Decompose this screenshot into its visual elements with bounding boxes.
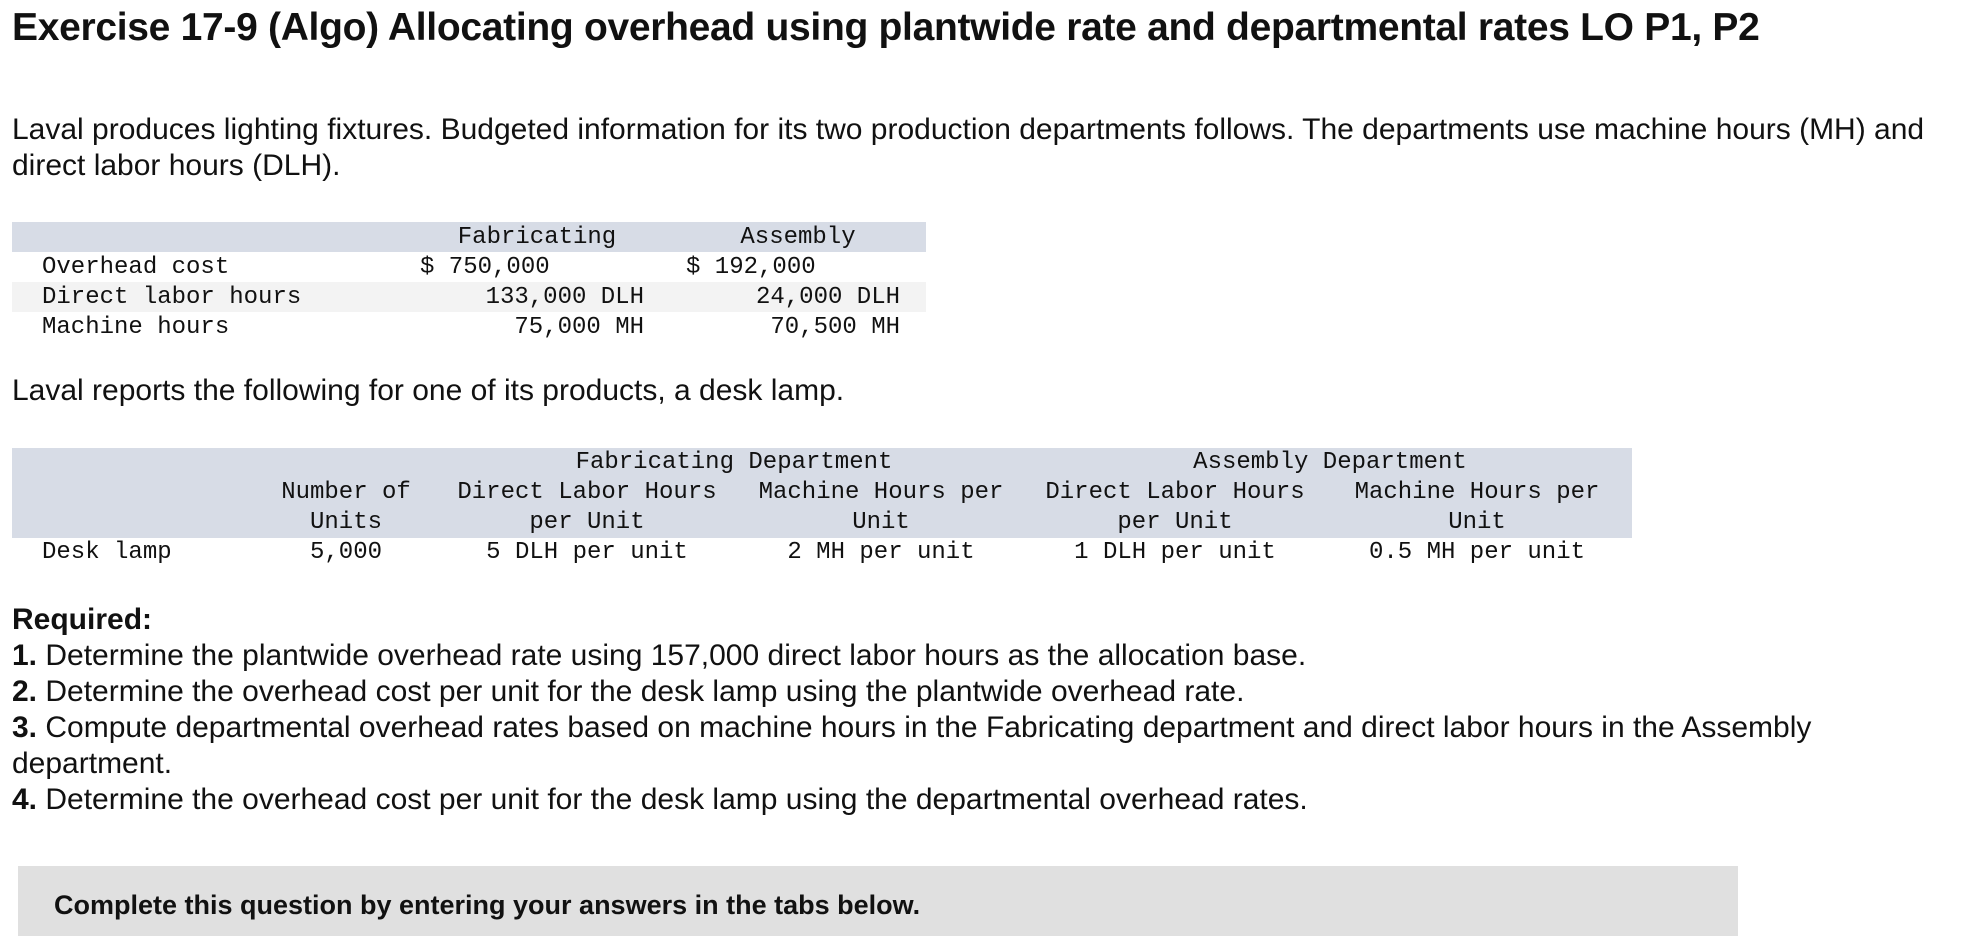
required-item-number: 4.	[12, 783, 38, 816]
header-asm-mh-1: Machine Hours per	[1322, 478, 1632, 508]
cell-asm-mh: 0.5 MH per unit	[1368, 539, 1586, 566]
required-item-text: Determine the overhead cost per unit for…	[45, 783, 1308, 816]
blank-cell	[12, 478, 252, 508]
header-asm-dlh-1: Direct Labor Hours	[1028, 478, 1322, 508]
header-units-1: Number of	[252, 478, 440, 508]
table-row: Direct labor hours 133,000 DLH 24,000 DL…	[12, 282, 926, 312]
budget-header-fabricating: Fabricating	[404, 222, 670, 252]
cell-assembly: 70,500 MH	[770, 313, 900, 341]
group-header-fabricating: Fabricating Department	[440, 448, 1028, 478]
instructions-banner: Complete this question by entering your …	[18, 866, 1738, 936]
product-header-row-2: Units per Unit Unit per Unit Unit	[12, 508, 1632, 538]
required-item: 4. Determine the overhead cost per unit …	[12, 782, 1912, 818]
cell-assembly: $ 192,000	[686, 253, 816, 281]
product-header-row-1: Number of Direct Labor Hours Machine Hou…	[12, 478, 1632, 508]
header-asm-dlh-2: per Unit	[1028, 508, 1322, 538]
required-item: 1. Determine the plantwide overhead rate…	[12, 638, 1912, 674]
cell-fabricating: 75,000 MH	[514, 313, 644, 341]
required-item-number: 2.	[12, 675, 38, 708]
group-header-assembly: Assembly Department	[1028, 448, 1632, 478]
cell-asm-dlh: 1 DLH per unit	[1074, 539, 1276, 566]
header-fab-mh-2: Unit	[734, 508, 1028, 538]
blank-cell	[252, 448, 440, 478]
required-item-number: 1.	[12, 639, 38, 672]
header-asm-mh-2: Unit	[1322, 508, 1632, 538]
required-item-text: Determine the overhead cost per unit for…	[45, 675, 1245, 708]
required-item-text: Compute departmental overhead rates base…	[12, 711, 1812, 780]
budget-header-blank	[12, 222, 404, 252]
product-table: Fabricating Department Assembly Departme…	[12, 448, 1632, 568]
table-row: Overhead cost $ 750,000 $ 192,000	[12, 252, 926, 282]
row-label: Desk lamp	[42, 539, 172, 566]
row-label: Machine hours	[42, 313, 230, 341]
table-row: Machine hours 75,000 MH 70,500 MH	[12, 312, 926, 342]
cell-fabricating: 133,000 DLH	[404, 282, 670, 312]
required-item: 2. Determine the overhead cost per unit …	[12, 674, 1912, 710]
required-label: Required:	[12, 603, 153, 636]
instructions-text: Complete this question by entering your …	[54, 890, 921, 920]
required-item: 3. Compute departmental overhead rates b…	[12, 710, 1912, 782]
header-fab-dlh-1: Direct Labor Hours	[440, 478, 734, 508]
cell-assembly: 24,000 DLH	[670, 282, 926, 312]
cell-fab-dlh: 5 DLH per unit	[486, 539, 688, 566]
header-fab-mh-1: Machine Hours per	[734, 478, 1028, 508]
blank-cell	[12, 448, 252, 478]
header-fab-dlh-2: per Unit	[440, 508, 734, 538]
cell-fab-mh: 2 MH per unit	[787, 539, 975, 566]
blank-cell	[12, 508, 252, 538]
product-intro-paragraph: Laval reports the following for one of i…	[12, 374, 845, 407]
row-label: Direct labor hours	[12, 282, 404, 312]
cell-fabricating: $ 750,000	[420, 253, 550, 281]
intro-paragraph: Laval produces lighting fixtures. Budget…	[12, 113, 1925, 182]
row-label: Overhead cost	[42, 253, 230, 281]
exercise-title: Exercise 17-9 (Algo) Allocating overhead…	[12, 6, 1760, 49]
product-group-header-row: Fabricating Department Assembly Departme…	[12, 448, 1632, 478]
budget-header-row: Fabricating Assembly	[12, 222, 926, 252]
required-section: Required: 1. Determine the plantwide ove…	[12, 602, 1912, 818]
budget-table: Fabricating Assembly Overhead cost $ 750…	[12, 222, 926, 342]
header-units-2: Units	[252, 508, 440, 538]
required-item-number: 3.	[12, 711, 38, 744]
budget-header-assembly: Assembly	[670, 222, 926, 252]
cell-units: 5,000	[309, 539, 382, 566]
table-row: Desk lamp 5,000 5 DLH per unit 2 MH per …	[12, 538, 1632, 568]
required-item-text: Determine the plantwide overhead rate us…	[45, 639, 1307, 672]
